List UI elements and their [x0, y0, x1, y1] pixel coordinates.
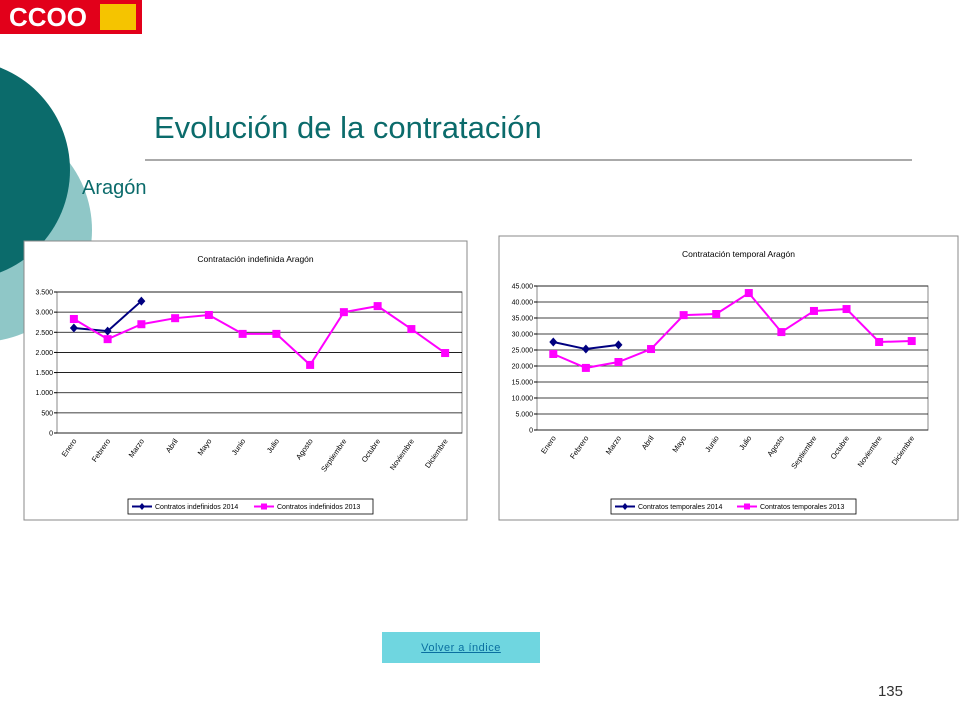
y-tick-label: 1.000: [35, 390, 53, 397]
y-tick-label: 3.000: [35, 310, 53, 317]
point: [137, 320, 146, 329]
point: [69, 314, 78, 323]
legend-box: [127, 498, 374, 515]
point: [137, 296, 146, 306]
y-tick-label: 30.000: [512, 332, 534, 339]
y-tick-label: 2.000: [35, 350, 53, 357]
point: [103, 335, 112, 344]
plot-area: [56, 291, 463, 434]
plot-area: [536, 285, 929, 431]
point: [171, 314, 180, 323]
point: [339, 308, 348, 317]
legend-label: Contratos indefinidos 2013: [277, 504, 360, 511]
title: Evolución de la contratación: [154, 110, 542, 145]
point: [581, 344, 590, 354]
y-tick-label: 40.000: [512, 300, 534, 307]
y-tick-label: 20.000: [512, 364, 534, 371]
y-tick-label: 0: [49, 431, 53, 438]
point: [581, 363, 590, 372]
chart-title: Contratación temporal Aragón: [682, 249, 795, 259]
point: [272, 329, 281, 338]
y-tick-label: 1.500: [35, 370, 53, 377]
point: [647, 345, 656, 354]
y-tick-label: 5.000: [515, 412, 533, 419]
point: [679, 311, 688, 320]
point: [744, 289, 753, 298]
series-line: [552, 291, 912, 369]
point: [373, 302, 382, 311]
point: [103, 326, 112, 336]
point: [842, 305, 851, 314]
point: [614, 340, 623, 350]
point: [204, 310, 213, 319]
point: [306, 360, 315, 369]
y-tick-label: 35.000: [512, 316, 534, 323]
logo-flag: [100, 4, 136, 30]
y-tick-label: 500: [41, 410, 53, 417]
subtitle: Aragón: [82, 177, 147, 199]
point: [549, 350, 558, 358]
point: [907, 337, 916, 346]
y-tick-label: 0: [529, 428, 533, 435]
y-tick-label: 15.000: [512, 380, 534, 387]
legend-box: [610, 498, 857, 515]
decor-circle-dark: [0, 67, 70, 273]
y-tick-label: 25.000: [512, 348, 534, 355]
point: [238, 329, 247, 338]
chart-title: Contratación indefinida Aragón: [197, 254, 314, 264]
point: [614, 358, 623, 366]
logo-text: CCOO: [9, 2, 87, 32]
point: [441, 349, 450, 358]
point: [407, 325, 416, 334]
legend-label: Contratos temporales 2013: [760, 504, 845, 511]
series-line: [73, 305, 446, 367]
y-tick-label: 2.500: [35, 330, 53, 337]
legend-marker: [139, 503, 145, 510]
page-number: 135: [878, 683, 903, 700]
point: [875, 338, 884, 346]
legend-marker: [622, 503, 628, 510]
point: [69, 323, 78, 333]
point: [809, 306, 818, 315]
y-tick-label: 10.000: [512, 396, 534, 403]
point: [777, 328, 786, 337]
legend-marker: [261, 503, 267, 510]
y-tick-label: 3.500: [35, 290, 53, 297]
y-tick-label: 45.000: [512, 284, 534, 291]
legend-marker: [744, 503, 750, 510]
point: [712, 310, 721, 318]
back-button[interactable]: Volver a índice: [382, 632, 540, 663]
point: [549, 337, 558, 347]
legend-label: Contratos temporales 2014: [638, 504, 723, 511]
legend-label: Contratos indefinidos 2014: [155, 504, 238, 511]
